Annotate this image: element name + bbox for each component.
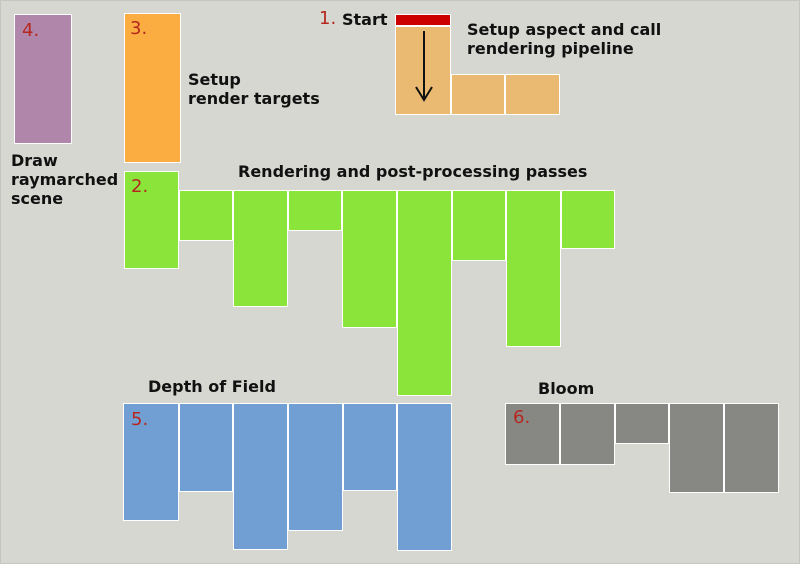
stage-3-block (124, 13, 181, 163)
stage-2-pass-5 (342, 190, 397, 328)
stage-1-title: Start (342, 10, 388, 29)
stage-5-pass-1 (123, 403, 179, 521)
start-marker (395, 14, 451, 26)
stage-2-pass-4 (288, 190, 342, 231)
stage-5-number: 5. (131, 409, 149, 430)
stage-1-number: 1. (319, 8, 337, 29)
stage-3-number: 3. (130, 18, 148, 39)
stage-5-pass-5 (343, 403, 397, 491)
stage-5-pass-3 (233, 403, 288, 550)
stage-4-block (14, 14, 72, 144)
stage-6-pass-4 (669, 403, 724, 493)
stage-4-number: 4. (22, 20, 40, 41)
stage-5-pass-2 (179, 403, 233, 492)
stage-6-number: 6. (513, 407, 531, 428)
stage-1-block-3 (505, 74, 560, 115)
stage-2-title: Rendering and post-processing passes (238, 162, 588, 181)
stage-2-pass-8 (506, 190, 561, 347)
stage-2-pass-7 (452, 190, 506, 261)
stage-6-pass-2 (560, 403, 615, 465)
stage-6-pass-3 (615, 403, 669, 444)
stage-6-title: Bloom (538, 379, 595, 398)
stage-2-pass-2 (179, 190, 233, 241)
stage-2-pass-3 (233, 190, 288, 307)
stage-2-number: 2. (131, 176, 149, 197)
stage-4-title: Draw raymarched scene (11, 151, 119, 208)
stage-3-title: Setup render targets (188, 70, 320, 108)
stage-1-block-2 (451, 74, 505, 115)
stage-2-pass-9 (561, 190, 615, 249)
stage-1-description: Setup aspect and call rendering pipeline (467, 20, 662, 58)
stage-5-pass-4 (288, 403, 343, 531)
stage-5-pass-6 (397, 403, 452, 551)
stage-2-pass-6 (397, 190, 452, 396)
arrow-down-icon (415, 31, 433, 102)
stage-6-pass-1 (505, 403, 560, 465)
stage-5-title: Depth of Field (148, 377, 276, 396)
stage-2-pass-1 (124, 171, 179, 269)
stage-6-pass-5 (724, 403, 779, 493)
